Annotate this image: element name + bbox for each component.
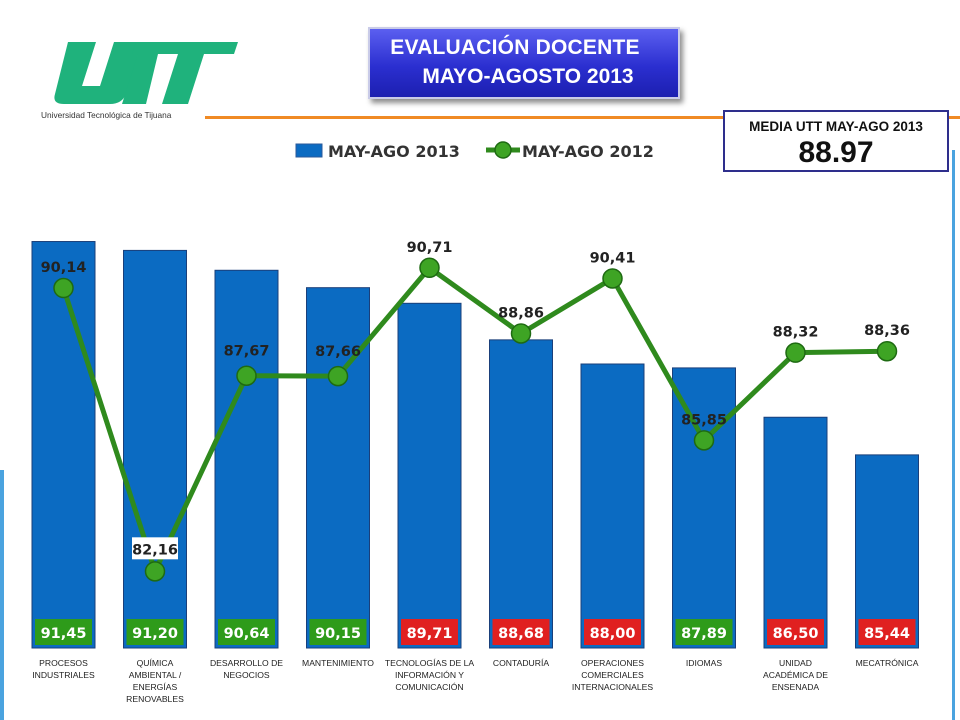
slide-title-line-1: EVALUACIÓN DOCENTE <box>390 36 640 59</box>
line-value-label: 85,85 <box>681 412 727 428</box>
header-divider <box>205 116 960 119</box>
bar <box>763 416 828 649</box>
series-line <box>61 265 888 574</box>
utt-wordmark <box>54 42 238 104</box>
bar-value-label: 88,00 <box>590 626 636 642</box>
bar <box>214 269 279 649</box>
bar <box>306 287 370 649</box>
category-label: QUÍMICA AMBIENTAL / ENERGÍAS RENOVABLES <box>126 658 184 704</box>
line-value-label: 90,41 <box>590 250 636 266</box>
bar-value-badge <box>584 619 641 645</box>
legend-swatch-bar <box>295 143 323 158</box>
bar <box>397 302 462 649</box>
bar-value-badge <box>767 619 824 645</box>
utt-logo-subtitle: Universidad Tecnológica de Tijuana <box>41 110 172 120</box>
line-marker <box>327 365 349 387</box>
mean-label: MEDIA UTT MAY-AGO 2013 <box>749 119 923 134</box>
line-value-label: 82,16 <box>132 542 178 558</box>
legend-marker-sample <box>494 141 512 159</box>
bar-value-badge <box>675 619 733 645</box>
slide-title: EVALUACIÓN DOCENTE MAYO-AGOSTO 2013 <box>368 27 680 99</box>
bar <box>123 249 187 649</box>
line-value-label: 87,66 <box>315 344 361 360</box>
line-value-label: 88,32 <box>773 325 819 341</box>
bar-series <box>31 241 919 649</box>
bar-value-label: 91,20 <box>132 626 178 642</box>
bar-value-label: 90,64 <box>224 626 270 642</box>
category-label: OPERACIONES COMERCIALES INTERNACIONALES <box>571 658 654 692</box>
bar-value-label: 86,50 <box>773 626 819 642</box>
left-accent-line <box>0 470 4 720</box>
bar-value-label: 88,68 <box>498 626 544 642</box>
category-label: UNIDAD ACADÉMICA DE ENSENADA <box>763 658 828 692</box>
line-value-label: 88,36 <box>864 323 910 339</box>
slide-title-line-2: MAYO-AGOSTO 2013 <box>422 65 634 88</box>
bar-value-label: 90,15 <box>315 626 361 642</box>
bar-value-label: 91,45 <box>41 626 87 642</box>
line-marker <box>510 323 532 344</box>
legend-label-bar: MAY-AGO 2013 <box>328 142 460 161</box>
mean-box: MEDIA UTT MAY-AGO 2013 88.97 <box>723 110 949 172</box>
line-marker <box>876 340 898 362</box>
bar-value-label: 87,89 <box>681 626 727 642</box>
bar-value-badge <box>126 619 184 645</box>
category-label: CONTADURÍA <box>492 658 550 668</box>
mean-value: 88.97 <box>798 136 874 169</box>
category-label: TECNOLOGÍAS DE LA INFORMACIÓN Y COMUNICA… <box>384 658 475 692</box>
line-value-label: 88,86 <box>498 305 544 321</box>
bar-value-label: 85,44 <box>864 626 910 642</box>
utt-logo: Universidad Tecnológica de Tijuana <box>41 42 238 120</box>
line-value-label: 90,71 <box>407 240 453 256</box>
bar-value-badge <box>492 619 550 645</box>
right-accent-line <box>952 150 955 720</box>
bar-value-labels: 91,45 91,20 90,64 90,15 89,71 88,68 88,00 87,89… <box>35 619 916 645</box>
legend-label-line: MAY-AGO 2012 <box>522 142 654 161</box>
category-label: DESARROLLO DE NEGOCIOS <box>209 658 284 680</box>
line-marker <box>53 277 74 299</box>
category-label: MECATRÓNICA <box>855 658 919 668</box>
bar-value-badge <box>858 619 916 645</box>
line-value-label-box <box>132 537 178 560</box>
bar-value-badge <box>35 619 92 645</box>
bar <box>672 367 736 649</box>
bar-value-label: 89,71 <box>407 626 453 642</box>
line-value-labels: 90,14 82,16 87,67 87,66 90,71 88,86 90,41 85,85… <box>41 240 910 560</box>
line-value-label: 90,14 <box>41 260 87 276</box>
line-marker <box>144 561 166 582</box>
line-marker <box>236 365 257 386</box>
line-series <box>53 257 898 582</box>
bar-value-badge <box>218 619 275 645</box>
category-label: PROCESOS INDUSTRIALES <box>32 658 95 680</box>
bar-value-badge <box>309 619 367 645</box>
bar <box>855 454 919 649</box>
line-marker <box>693 430 715 451</box>
bar <box>31 241 96 649</box>
category-label: IDIOMAS <box>685 658 723 668</box>
bar-value-badge <box>401 619 458 645</box>
category-label: MANTENIMIENTO <box>302 658 374 668</box>
line-value-label: 87,67 <box>224 344 270 360</box>
line-marker <box>785 342 806 363</box>
chart-legend: MAY-AGO 2013 MAY-AGO 2012 <box>295 141 654 161</box>
line-marker <box>602 268 623 289</box>
bar <box>489 339 553 649</box>
bar <box>580 363 645 649</box>
line-marker <box>419 257 440 279</box>
